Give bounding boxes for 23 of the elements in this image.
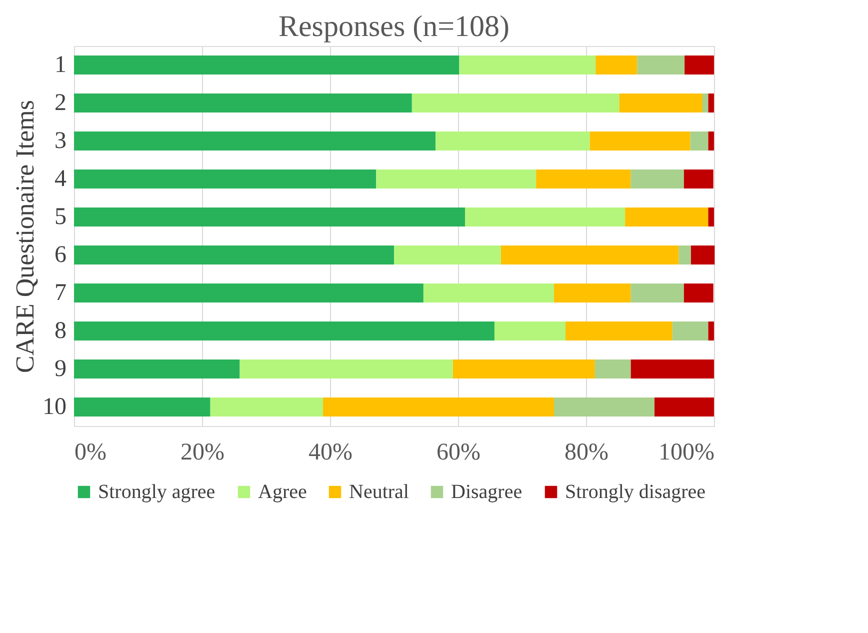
y-tick-label: 5 (54, 204, 66, 230)
legend-label: Neutral (349, 481, 410, 503)
x-tick-label: 0% (74, 440, 106, 466)
legend-label: Strongly disagree (565, 481, 706, 503)
legend-label: Agree (258, 481, 307, 503)
legend-label: Disagree (451, 481, 522, 503)
y-tick-label: 10 (42, 394, 66, 420)
y-tick-label: 1 (54, 52, 66, 78)
y-axis-title: CARE Questionaire Items (10, 100, 40, 373)
x-tick-label: 60% (436, 440, 480, 466)
y-tick-label: 7 (54, 280, 66, 306)
x-tick-label: 20% (180, 440, 224, 466)
x-tick-label: 100% (658, 440, 714, 466)
y-tick-label: 6 (54, 242, 66, 268)
y-tick-label: 9 (54, 356, 66, 382)
y-tick-label: 3 (54, 128, 66, 154)
x-tick-label: 80% (564, 440, 608, 466)
legend-label: Strongly agree (98, 481, 216, 503)
y-tick-label: 4 (54, 166, 66, 192)
chart-title: Responses (n=108) (278, 10, 510, 43)
y-tick-label: 8 (54, 318, 66, 344)
x-tick-label: 40% (308, 440, 352, 466)
y-tick-label: 2 (54, 90, 66, 116)
